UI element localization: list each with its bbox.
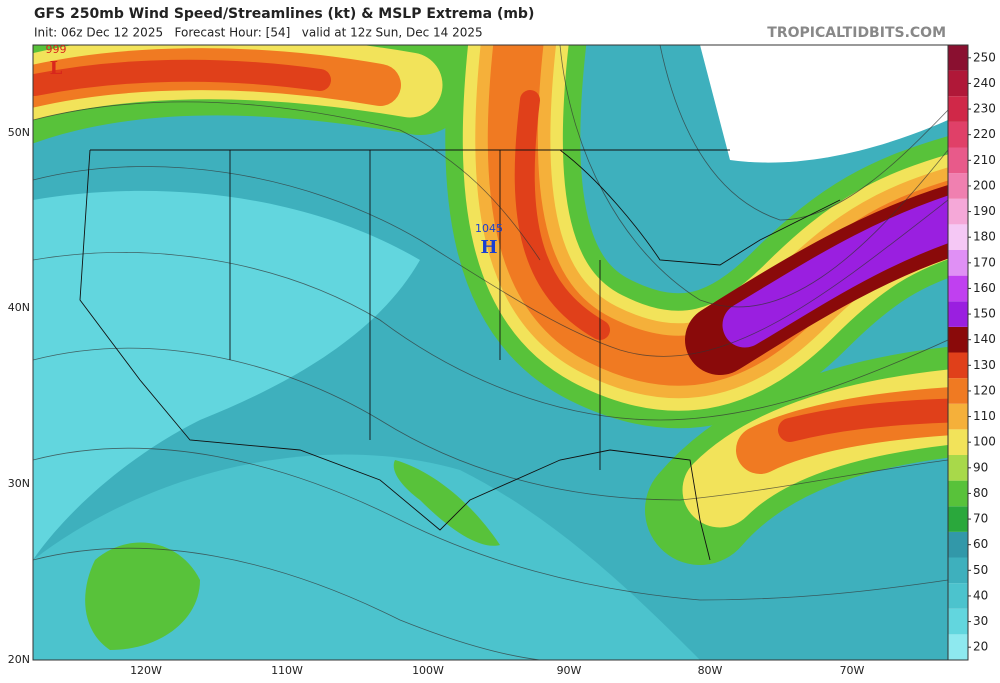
streamlines bbox=[33, 45, 948, 660]
colorbar-label: 250 bbox=[973, 50, 996, 64]
colorbar-label: 160 bbox=[973, 281, 996, 295]
colorbar-band bbox=[948, 275, 968, 302]
colorbar-label: 110 bbox=[973, 409, 996, 423]
colorbar-label: 140 bbox=[973, 332, 996, 346]
latitude-label: 50N bbox=[8, 126, 30, 139]
colorbar-label: 220 bbox=[973, 127, 996, 141]
colorbar-label: 150 bbox=[973, 307, 996, 321]
longitude-label: 110W bbox=[271, 664, 303, 677]
longitude-label: 120W bbox=[130, 664, 162, 677]
longitude-label: 100W bbox=[412, 664, 444, 677]
colorbar-label: 230 bbox=[973, 102, 996, 116]
map bbox=[33, 45, 948, 660]
colorbar-band bbox=[948, 583, 968, 609]
colorbar-band bbox=[948, 326, 968, 353]
colorbar-band bbox=[948, 70, 968, 97]
colorbar-band bbox=[948, 147, 968, 174]
colorbar-band bbox=[948, 403, 968, 430]
colorbar-band bbox=[948, 352, 968, 379]
jet-stream-main bbox=[445, 45, 948, 429]
colorbar-band bbox=[948, 378, 968, 404]
wind-region bbox=[393, 460, 500, 546]
colorbar-band bbox=[948, 96, 968, 122]
colorbar-label: 30 bbox=[973, 614, 988, 628]
colorbar-label: 170 bbox=[973, 255, 996, 269]
colorbar-band bbox=[948, 429, 968, 455]
longitude-label: 80W bbox=[698, 664, 723, 677]
jet-stream-nw bbox=[33, 45, 470, 144]
latitude-label: 30N bbox=[8, 477, 30, 490]
colorbar-band bbox=[948, 173, 968, 199]
colorbar-label: 40 bbox=[973, 588, 988, 602]
colorbar-band bbox=[948, 301, 968, 327]
wind-region bbox=[33, 454, 700, 660]
longitude-label: 70W bbox=[840, 664, 865, 677]
colorbar-band bbox=[948, 198, 968, 225]
colorbar-band bbox=[948, 455, 968, 481]
colorbar-band bbox=[948, 224, 968, 250]
wind-region bbox=[33, 190, 420, 560]
colorbar-band bbox=[948, 121, 968, 148]
colorbar-label: 20 bbox=[973, 640, 988, 654]
colorbar-label: 190 bbox=[973, 204, 996, 218]
pressure-value: 1045 bbox=[475, 222, 503, 235]
pressure-symbol: L bbox=[50, 58, 63, 79]
wind-region bbox=[85, 542, 200, 650]
colorbar-label: 70 bbox=[973, 512, 988, 526]
colorbar-label: 180 bbox=[973, 230, 996, 244]
colorbar-band bbox=[948, 45, 968, 71]
subtitle: Init: 06z Dec 12 2025 Forecast Hour: [54… bbox=[34, 26, 483, 40]
weak-wind-region bbox=[700, 45, 948, 163]
colorbar-label: 100 bbox=[973, 435, 996, 449]
jet-stream-se bbox=[645, 346, 948, 565]
colorbar-band bbox=[948, 531, 968, 558]
colorbar-label: 200 bbox=[973, 178, 996, 192]
colorbar-label: 210 bbox=[973, 153, 996, 167]
pressure-symbol: H bbox=[480, 237, 497, 258]
source: TROPICALTIDBITS.COM bbox=[767, 25, 946, 41]
colorbar-label: 130 bbox=[973, 358, 996, 372]
colorbar-band bbox=[948, 557, 968, 584]
title: GFS 250mb Wind Speed/Streamlines (kt) & … bbox=[34, 6, 534, 22]
longitude-label: 90W bbox=[557, 664, 582, 677]
colorbar-label: 120 bbox=[973, 383, 996, 397]
colorbar-band bbox=[948, 250, 968, 276]
colorbar-band bbox=[948, 480, 968, 507]
pressure-value: 999 bbox=[46, 43, 67, 56]
colorbar-label: 80 bbox=[973, 486, 988, 500]
borders bbox=[79, 149, 841, 561]
latitude-label: 20N bbox=[8, 653, 30, 666]
latitude-label: 40N bbox=[8, 301, 30, 314]
colorbar-label: 90 bbox=[973, 460, 988, 474]
colorbar-band bbox=[948, 506, 968, 532]
colorbar-frame bbox=[947, 44, 969, 661]
colorbar-label: 60 bbox=[973, 537, 988, 551]
colorbar-label: 50 bbox=[973, 563, 988, 577]
colorbar-band bbox=[948, 634, 968, 660]
colorbar-band bbox=[948, 608, 968, 635]
colorbar-label: 240 bbox=[973, 76, 996, 90]
